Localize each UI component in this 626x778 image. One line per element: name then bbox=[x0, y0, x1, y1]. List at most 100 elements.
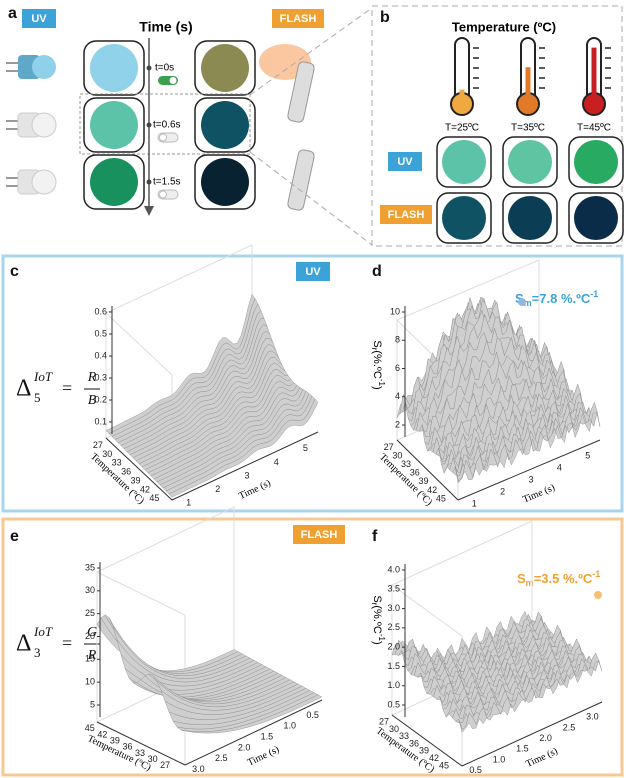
color-dot bbox=[201, 158, 249, 206]
flash-badge bbox=[272, 9, 324, 28]
z-tick-label: 0.5 bbox=[94, 328, 107, 338]
time-tick-label: 1 bbox=[472, 498, 477, 508]
surface-strip bbox=[455, 411, 601, 484]
circles-b bbox=[436, 136, 624, 244]
z-sup: -1 bbox=[377, 634, 386, 642]
z-tick-label: 5 bbox=[90, 699, 95, 709]
sm-value: =3.5 %.ºC bbox=[534, 571, 593, 586]
time-dot bbox=[146, 122, 152, 128]
temperature-label: T=35ºC bbox=[511, 123, 545, 134]
panel-label: a bbox=[8, 5, 17, 22]
eq-equals: = bbox=[62, 633, 72, 653]
z-tick-label: 30 bbox=[85, 585, 95, 595]
color-dot bbox=[90, 158, 138, 206]
circles-a bbox=[83, 40, 256, 210]
color-dot bbox=[201, 101, 249, 149]
time-tick-label: 2.0 bbox=[539, 733, 552, 743]
thermometers bbox=[450, 37, 611, 116]
time-tick-label: 0.5 bbox=[469, 765, 482, 775]
z-unit: (%.ºC bbox=[371, 350, 383, 379]
z-tick-label: 2.0 bbox=[387, 642, 400, 652]
sm-label: Sm=3.5 %.ºC-1 bbox=[517, 569, 600, 588]
z-tick-label: 1.5 bbox=[387, 661, 400, 671]
temperature-tick-label: 45 bbox=[436, 493, 446, 503]
zoom-line bbox=[249, 151, 373, 246]
time-tick-label: 4 bbox=[274, 457, 279, 467]
time-tick-label: 1.0 bbox=[493, 754, 506, 764]
flash-section-frame bbox=[1, 517, 624, 777]
z-s: S bbox=[371, 340, 383, 347]
eq-sub: 3 bbox=[34, 645, 41, 660]
color-dot bbox=[442, 140, 486, 184]
z-unit: (%.ºC bbox=[371, 605, 383, 634]
time-tick-label: 3.0 bbox=[192, 764, 205, 774]
time-tick-label: 3 bbox=[244, 470, 249, 480]
zoom-line bbox=[249, 7, 373, 96]
flash-badge-text: FLASH bbox=[388, 209, 425, 221]
temperature-tick-label: 39 bbox=[418, 476, 428, 486]
time-tick-label: 2 bbox=[215, 484, 220, 494]
z-axis-label: Sr(%.ºC-1) bbox=[370, 595, 386, 644]
temperature-tick-label: 33 bbox=[399, 731, 409, 741]
eq-symbol: Δ bbox=[16, 631, 31, 657]
z-tick-label: 0.2 bbox=[94, 394, 107, 404]
panel-label: b bbox=[380, 9, 390, 26]
time-tick-label: 3.0 bbox=[586, 712, 599, 722]
temperature-tick-label: 45 bbox=[149, 493, 159, 503]
temperature-tick-label: 42 bbox=[427, 485, 437, 495]
time-axis bbox=[461, 701, 603, 767]
z-tick-label: 10 bbox=[85, 677, 95, 687]
led-pin bbox=[6, 120, 20, 122]
time-dot bbox=[146, 179, 152, 185]
z-tick-label: 20 bbox=[85, 631, 95, 641]
switch-knob bbox=[159, 190, 167, 199]
eq-denominator: B bbox=[88, 393, 97, 408]
z-axis-label: Sr(%.ºC-1) bbox=[370, 340, 386, 389]
color-dot bbox=[508, 140, 552, 184]
z-tick-label: 2 bbox=[395, 419, 400, 429]
time-axis bbox=[184, 699, 323, 766]
uv-badge-text: UV bbox=[305, 266, 321, 278]
temperature-axis bbox=[391, 714, 463, 767]
z-tick-label: 4.0 bbox=[387, 564, 400, 574]
time-axis-label: Time (s) bbox=[246, 744, 281, 768]
temperature-tick-label: 36 bbox=[409, 738, 419, 748]
timeline-arrow bbox=[144, 206, 154, 216]
sm-sup: -1 bbox=[592, 569, 600, 579]
eq-numerator: G bbox=[87, 625, 97, 640]
panel-b-frame bbox=[371, 5, 623, 247]
uv-badge-text: UV bbox=[397, 156, 413, 168]
flash-badge-text: FLASH bbox=[280, 13, 317, 25]
time-tick-label: 1.5 bbox=[261, 731, 274, 741]
z-sup: -1 bbox=[377, 379, 386, 387]
uv-badge bbox=[296, 262, 330, 281]
panel-label: c bbox=[10, 263, 19, 280]
panel-label: f bbox=[372, 528, 378, 545]
time-tick-label: 0.5 bbox=[306, 710, 319, 720]
time-tick-label: 2 bbox=[500, 486, 505, 496]
temperature-axis bbox=[396, 439, 459, 501]
temperature-tick-label: 27 bbox=[379, 717, 389, 727]
eq-equals: = bbox=[62, 378, 72, 398]
eq-numerator: R bbox=[87, 370, 97, 385]
panel-label: e bbox=[10, 528, 19, 545]
time-tick-label: 5 bbox=[585, 450, 590, 460]
z-tick-label: 10 bbox=[390, 306, 400, 316]
temperature-tick-label: 36 bbox=[121, 467, 131, 477]
led-lens bbox=[32, 55, 56, 79]
temperature-label: T=25ºC bbox=[445, 123, 479, 134]
eq-sub: 5 bbox=[34, 390, 41, 405]
temperature-tick-label: 36 bbox=[410, 468, 420, 478]
color-dot bbox=[508, 196, 552, 240]
color-dot bbox=[574, 140, 618, 184]
temperature-label: T=45ºC bbox=[577, 123, 611, 134]
z-tick-label: 15 bbox=[85, 654, 95, 664]
uv-badge bbox=[388, 152, 422, 171]
z-tick-label: 0.3 bbox=[94, 372, 107, 382]
time-tick-label: 2.5 bbox=[563, 722, 576, 732]
max-point bbox=[594, 591, 602, 599]
time-tick-label: 2.0 bbox=[238, 742, 251, 752]
